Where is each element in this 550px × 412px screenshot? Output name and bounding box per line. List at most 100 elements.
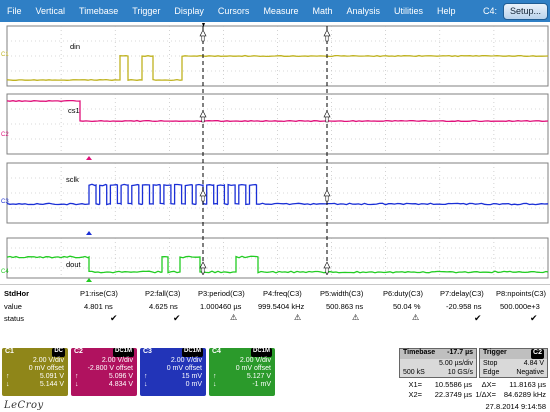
param-name[interactable]: P1:rise(C3) — [80, 289, 118, 298]
offset: 0 mV offset — [140, 365, 206, 373]
channel-id: C1 — [5, 348, 14, 357]
timebase-title: Timebase — [403, 349, 435, 359]
cursor-marker — [200, 30, 206, 36]
param-value: -20.958 ns — [446, 302, 481, 311]
channel-box-c1[interactable]: C1 DC 2.00 V/div 0 mV offset ↑ 5.091 V ↓ 5… — [2, 348, 68, 396]
cursor-marker — [326, 196, 328, 201]
status-warning-icon: ⚠ — [412, 313, 419, 322]
trace-path — [7, 56, 548, 81]
volts-per-div: 2.00 V/div — [140, 357, 206, 365]
trigger-mode: Stop — [483, 359, 497, 368]
param-name[interactable]: P8:npoints(C3) — [496, 289, 546, 298]
readout-bottom: ↓ 4.834 V — [71, 381, 137, 389]
cursor-marker — [326, 36, 328, 41]
param-name[interactable]: P7:delay(C3) — [440, 289, 484, 298]
trigger-source: C2 — [531, 349, 544, 359]
setup-button[interactable]: Setup... — [503, 3, 548, 20]
trigger-level: 4.84 V — [524, 359, 544, 368]
channel-label-c2: C2 — [1, 132, 9, 138]
grid-group — [7, 26, 548, 278]
readout-bottom: ↓ 0 mV — [140, 381, 206, 389]
param-value: 4.801 ns — [84, 302, 113, 311]
timebase-row: 5.00 µs/div — [400, 359, 476, 368]
channel-label-c1: C1 — [1, 52, 9, 58]
param-name[interactable]: P6:duty(C3) — [383, 289, 423, 298]
status-check-icon: ✔ — [173, 313, 181, 324]
channel-box-c4[interactable]: C4 DC1M 2.00 V/div 0 mV offset ↑ 5.127 V … — [209, 348, 275, 396]
status-warning-icon: ⚠ — [352, 313, 359, 322]
meas-row-label-value: value — [4, 302, 22, 311]
timebase-div: 5.00 µs/div — [439, 359, 473, 368]
cursor-marker — [202, 117, 204, 122]
trace-label-cs1: cs1 — [68, 106, 80, 115]
menu-file[interactable]: File — [0, 6, 29, 16]
x2-value: 22.3749 µs — [422, 390, 472, 400]
trigger-slope: Negative — [516, 368, 544, 377]
param-value: 500.863 ns — [326, 302, 363, 311]
channel-id: C3 — [143, 348, 152, 357]
timebase-row: 500 kS 10 GS/s — [400, 368, 476, 377]
param-value: 1.000460 µs — [200, 302, 241, 311]
measurement-table: StdHor value status P1:rise(C3) 4.801 ns… — [0, 284, 550, 346]
channel-box-c3[interactable]: C3 DC1M 2.00 V/div 0 mV offset ↑ 15 mV ↓ 0… — [140, 348, 206, 396]
trigger-row: Stop 4.84 V — [480, 359, 547, 368]
cursor-row-1: X1= 10.5586 µs ΔX= 11.8163 µs — [400, 380, 550, 390]
volts-per-div: 2.00 V/div — [2, 357, 68, 365]
timebase-samples: 500 kS — [403, 368, 425, 377]
meas-title[interactable]: StdHor — [4, 289, 29, 298]
status-warning-icon: ⚠ — [294, 313, 301, 322]
menu-analysis[interactable]: Analysis — [339, 6, 387, 16]
menu-utilities[interactable]: Utilities — [387, 6, 430, 16]
meas-row-label-status: status — [4, 314, 24, 323]
coupling-tag: DC1M — [251, 348, 272, 357]
timebase-box[interactable]: Timebase -17.7 µs 5.00 µs/div 500 kS 10 G… — [399, 348, 477, 378]
menu-help[interactable]: Help — [430, 6, 463, 16]
trigger-position-marker — [86, 278, 92, 282]
menu-trigger[interactable]: Trigger — [125, 6, 167, 16]
param-value: 999.5404 kHz — [258, 302, 304, 311]
dx-value: 11.8163 µs — [496, 380, 546, 390]
param-name[interactable]: P4:freq(C3) — [263, 289, 302, 298]
trace-label-din: din — [70, 42, 80, 51]
trigger-box[interactable]: Trigger C2 Stop 4.84 V Edge Negative — [479, 348, 548, 378]
meas-separator-top — [0, 284, 550, 285]
brand-logo: LeCroy — [4, 400, 44, 411]
offset: -2.800 V offset — [71, 365, 137, 373]
readout-top: ↑ 15 mV — [140, 373, 206, 381]
cursor-marker — [200, 190, 206, 196]
context-label: C4: — [483, 6, 497, 16]
cursor-row-2: X2= 22.3749 µs 1/ΔX= 84.6289 kHz — [400, 390, 550, 400]
cursor-marker — [200, 111, 206, 117]
menu-vertical[interactable]: Vertical — [29, 6, 73, 16]
status-check-icon: ✔ — [530, 313, 538, 324]
channel-id: C4 — [212, 348, 221, 357]
param-value: 50.04 % — [393, 302, 421, 311]
cursor-marker — [202, 268, 204, 273]
menu-display[interactable]: Display — [167, 6, 211, 16]
menu-measure[interactable]: Measure — [256, 6, 305, 16]
offset: 0 mV offset — [209, 365, 275, 373]
readout-top: ↑ 5.127 V — [209, 373, 275, 381]
offset: 0 mV offset — [2, 365, 68, 373]
param-name[interactable]: P3:period(C3) — [198, 289, 245, 298]
cursors-group[interactable] — [86, 23, 330, 282]
cursor-marker — [202, 196, 204, 201]
timebase-header: Timebase -17.7 µs — [400, 349, 476, 359]
menu-math[interactable]: Math — [305, 6, 339, 16]
cursor-readouts: X1= 10.5586 µs ΔX= 11.8163 µs X2= 22.374… — [400, 380, 550, 400]
param-name[interactable]: P2:fall(C3) — [145, 289, 180, 298]
menu-cursors[interactable]: Cursors — [211, 6, 257, 16]
status-check-icon: ✔ — [110, 313, 118, 324]
coupling-tag: DC1M — [182, 348, 203, 357]
trigger-title: Trigger — [483, 349, 507, 359]
waveform-svg: din cs1 sclk dout C1 C2 C3 C4 — [0, 22, 550, 284]
channel-box-header: C1 DC — [2, 348, 68, 357]
param-name[interactable]: P5:width(C3) — [320, 289, 363, 298]
timebase-delay: -17.7 µs — [447, 349, 473, 359]
menu-bar: File Vertical Timebase Trigger Display C… — [0, 0, 550, 22]
channel-box-c2[interactable]: C2 DC1M 2.00 V/div -2.800 V offset ↑ 5.09… — [71, 348, 137, 396]
x1-value: 10.5586 µs — [422, 380, 472, 390]
menu-timebase[interactable]: Timebase — [72, 6, 125, 16]
trigger-position-marker — [86, 231, 92, 235]
waveform-display[interactable]: din cs1 sclk dout C1 C2 C3 C4 — [0, 22, 550, 284]
